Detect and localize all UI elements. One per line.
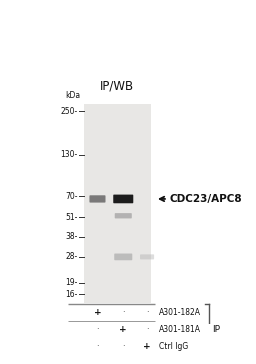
- FancyBboxPatch shape: [89, 195, 105, 203]
- Text: Ctrl IgG: Ctrl IgG: [159, 342, 188, 351]
- Text: CDC23/APC8: CDC23/APC8: [170, 194, 242, 204]
- Text: +: +: [143, 342, 151, 351]
- Text: A301-181A: A301-181A: [159, 325, 201, 334]
- Text: ·: ·: [122, 308, 124, 317]
- FancyBboxPatch shape: [114, 254, 132, 260]
- Text: 51-: 51-: [65, 213, 78, 222]
- Text: A301-182A: A301-182A: [159, 308, 201, 317]
- Text: ·: ·: [96, 325, 99, 334]
- FancyBboxPatch shape: [140, 254, 154, 260]
- Text: 70-: 70-: [65, 191, 78, 201]
- Text: ·: ·: [146, 308, 148, 317]
- Text: ·: ·: [96, 342, 99, 351]
- Text: ·: ·: [122, 342, 124, 351]
- FancyBboxPatch shape: [115, 213, 132, 218]
- Text: 28-: 28-: [65, 252, 78, 261]
- Text: +: +: [120, 325, 127, 334]
- Text: 130-: 130-: [60, 150, 78, 159]
- FancyBboxPatch shape: [113, 195, 133, 203]
- Text: ·: ·: [146, 325, 148, 334]
- Text: IP: IP: [212, 325, 220, 334]
- FancyBboxPatch shape: [83, 104, 151, 303]
- Text: +: +: [94, 308, 101, 317]
- Text: IP/WB: IP/WB: [100, 80, 134, 93]
- Text: 16-: 16-: [65, 290, 78, 298]
- Text: 250-: 250-: [60, 107, 78, 116]
- Text: 38-: 38-: [65, 232, 78, 241]
- Text: kDa: kDa: [66, 91, 81, 100]
- Text: 19-: 19-: [65, 278, 78, 287]
